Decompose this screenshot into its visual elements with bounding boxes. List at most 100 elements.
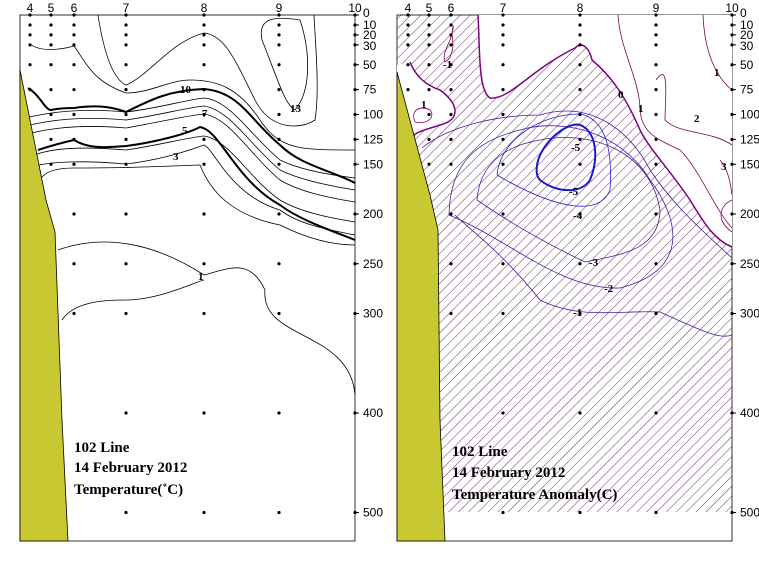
sample-point [449,212,453,216]
sample-point [730,137,734,141]
title-line: 14 February 2012 [452,465,565,481]
sample-point [277,23,281,27]
x-tick-label: 6 [448,1,455,15]
sample-point [501,63,505,67]
sample-point [124,88,128,92]
sample-point [353,262,357,266]
sample-point [730,33,734,37]
sample-point [449,162,453,166]
title-line: Temperature Anomaly(C) [452,487,617,503]
sample-point [406,23,410,27]
sample-point [72,311,76,316]
sample-point [730,510,734,515]
sample-point [578,13,582,17]
axis-ticks: 4 5 6 7 8 9 10 01020305075100125150200250300400… [27,1,384,520]
contour-line [61,279,205,321]
y-tick-label: 50 [740,58,754,72]
sample-point [578,411,582,415]
sample-point [730,13,734,17]
sample-point [654,13,658,17]
sample-point [49,112,53,117]
contour-line [39,164,356,246]
sample-point [730,212,734,216]
sample-point [202,88,206,92]
sample-point [501,33,505,37]
sample-point [449,112,453,117]
y-tick-label: 300 [363,307,383,321]
y-tick-label: 125 [363,132,383,146]
sample-point [730,311,734,316]
sample-point [202,13,206,17]
y-tick-label: 200 [740,207,759,221]
y-tick-label: 150 [740,157,759,171]
x-tick-label: 9 [653,1,660,15]
sample-point [654,212,658,216]
sample-point [202,137,206,141]
sample-point [427,13,431,17]
sample-point [277,43,281,47]
contour-line-10 [27,87,356,184]
sample-point [449,311,453,316]
sample-point [449,13,453,17]
sample-point [72,212,76,216]
sample-point [449,137,453,141]
y-tick-label: 10 [740,18,754,32]
sample-point [406,33,410,37]
sample-point [501,212,505,216]
contour-line [25,105,356,191]
sample-point [202,43,206,47]
sample-point [578,88,582,92]
y-tick-label: 20 [363,28,377,42]
contour-line [655,74,733,146]
positive-anomaly-region [397,62,455,137]
sample-point [353,411,357,415]
sample-point [427,63,431,67]
station-samples [28,13,357,515]
sample-point [202,411,206,415]
sample-point [72,137,76,141]
sample-point [72,262,76,266]
sample-point [578,63,582,67]
sample-point [654,411,658,415]
sample-point [730,88,734,92]
sample-point [353,112,357,117]
sample-point [202,262,206,266]
temperature-title: 102 Line 14 February 2012 Temperature(˚C… [74,440,187,498]
anomaly-title: 102 Line 14 February 2012 Temperature An… [452,444,617,503]
sample-point [28,33,32,37]
y-tick-label: 400 [740,406,759,420]
sample-point [578,212,582,216]
sample-point [277,88,281,92]
contour-line [57,241,356,396]
sample-point [72,23,76,27]
sample-point [449,33,453,37]
sample-point [406,43,410,47]
sample-point [501,411,505,415]
sample-point [578,112,582,117]
sample-point [449,43,453,47]
sample-point [49,162,53,166]
y-tick-label: 200 [363,207,383,221]
sample-point [202,510,206,515]
sample-point [578,262,582,266]
contour-label: -1 [573,307,582,319]
sample-point [72,43,76,47]
sample-point [49,33,53,37]
sample-point [427,88,431,92]
contour-label: -3 [589,257,599,269]
sample-point [124,262,128,266]
y-tick-label: 50 [363,58,377,72]
sample-point [124,411,128,415]
sample-point [654,510,658,515]
contour-line [443,25,454,63]
sample-point [277,212,281,216]
sample-point [277,162,281,166]
y-tick-label: 250 [363,257,383,271]
x-tick-label: 7 [500,1,507,15]
contour-label: -5 [569,186,579,198]
sample-point [202,311,206,316]
y-tick-label: 10 [363,18,377,32]
contour-line-0 [409,61,456,138]
axis-ticks: 4 5 6 7 8 9 10 01020305075100125150200250300400… [405,1,759,520]
sample-point [427,112,431,117]
